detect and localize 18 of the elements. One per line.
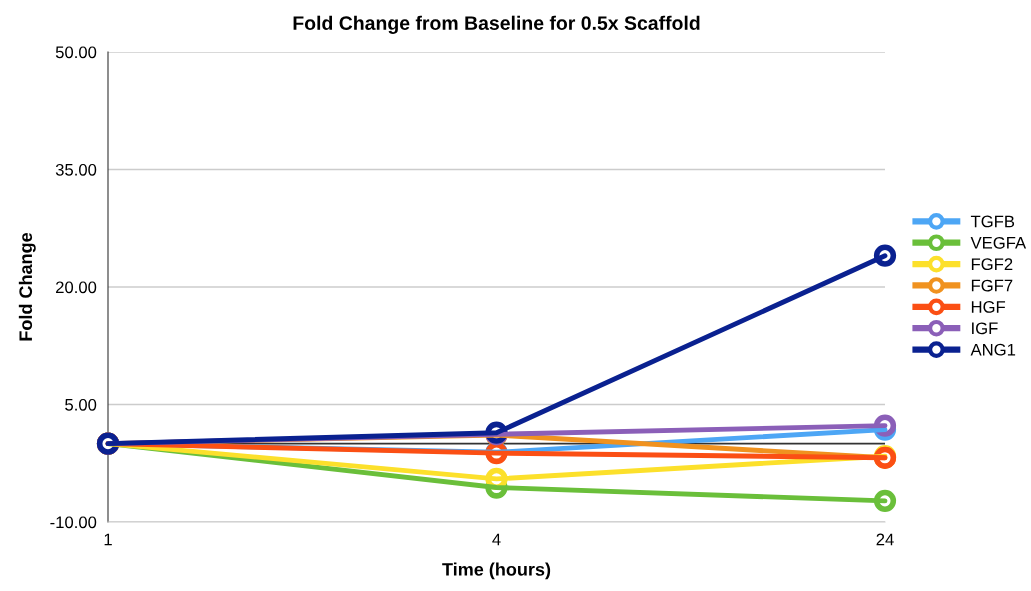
y-tick-label: 35.00 xyxy=(55,163,97,176)
legend-label: TGFB xyxy=(970,215,1015,228)
legend-label: VEGFA xyxy=(970,236,1027,249)
x-tick-label: 24 xyxy=(876,533,894,546)
y-axis-title: Fold Change xyxy=(18,232,36,341)
legend-label: IGF xyxy=(972,322,998,335)
legend-label: FGF7 xyxy=(971,279,1013,292)
legend-label: HGF xyxy=(971,301,1006,313)
y-tick-label: 5.00 xyxy=(65,398,97,411)
x-axis-title: Time (hours) xyxy=(442,562,551,580)
x-tick-label: 1 xyxy=(104,533,112,546)
chart-title: Fold Change from Baseline for 0.5x Scaffold xyxy=(293,15,700,34)
y-tick-label: -10.00 xyxy=(50,516,97,529)
y-tick-label: 50.00 xyxy=(55,46,97,59)
legend-label: ANG1 xyxy=(970,343,1016,356)
x-tick-label: 4 xyxy=(492,533,501,546)
y-tick-label: 20.00 xyxy=(56,281,97,294)
legend-label: FGF2 xyxy=(971,258,1013,271)
